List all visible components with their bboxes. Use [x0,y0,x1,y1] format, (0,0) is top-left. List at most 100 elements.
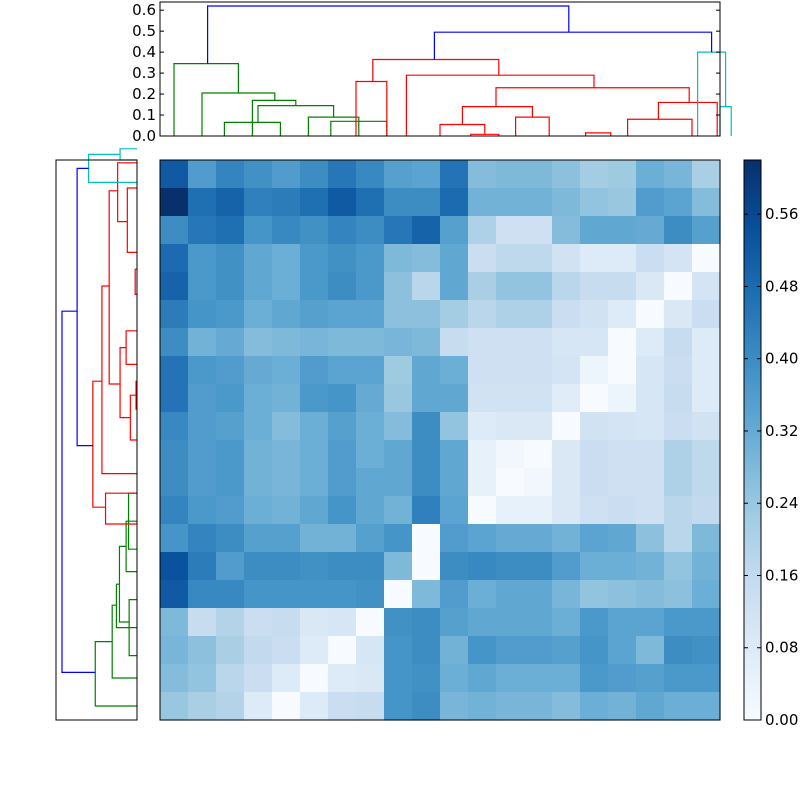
heatmap-cell [272,272,301,301]
heatmap-cell [692,580,721,609]
heatmap-cell [636,664,665,693]
heatmap-cell [188,608,217,637]
heatmap-cell [440,160,469,189]
heatmap-cell [188,412,217,441]
heatmap-cell [412,664,441,693]
heatmap-cell [244,608,273,637]
heatmap-cell [440,580,469,609]
heatmap-cell [412,188,441,217]
heatmap-cell [272,636,301,665]
heatmap-cell [580,244,609,273]
heatmap-cell [468,384,497,413]
heatmap-cell [608,580,637,609]
heatmap-cell [636,580,665,609]
heatmap-cell [580,468,609,497]
heatmap-cell [496,216,525,245]
heatmap-cell [356,496,385,525]
heatmap-cell [496,664,525,693]
heatmap-cell [636,412,665,441]
heatmap-cell [468,300,497,329]
heatmap-cell [468,552,497,581]
heatmap-cell [412,272,441,301]
heatmap-cell [300,636,329,665]
top-dendrogram-link [584,132,612,136]
top-dendrogram-link [461,106,534,125]
heatmap-cell [440,496,469,525]
heatmap-cell [664,496,693,525]
heatmap-cell [636,272,665,301]
heatmap-cell [468,468,497,497]
heatmap-cell [636,300,665,329]
heatmap-cell [692,216,721,245]
heatmap-cell [272,440,301,469]
heatmap-cell [216,244,245,273]
heatmap-cell [496,188,525,217]
heatmap-cell [664,440,693,469]
heatmap-cell [244,440,273,469]
left-dendrogram-link [108,190,121,385]
heatmap-cell [356,328,385,357]
heatmap-cell [636,356,665,385]
heatmap-cell [300,496,329,525]
heatmap-cell [216,496,245,525]
heatmap-cell [412,356,441,385]
heatmap-cell [160,272,189,301]
heatmap-cell [244,356,273,385]
heatmap-cell [496,440,525,469]
heatmap-cell [552,412,581,441]
heatmap-cell [216,188,245,217]
heatmap-cell [216,552,245,581]
top-dendrogram-link [355,80,388,136]
heatmap-cell [328,272,357,301]
heatmap-cell [412,328,441,357]
heatmap-cell [412,580,441,609]
heatmap-cell [608,524,637,553]
heatmap-cell [244,412,273,441]
top-dendrogram-link [372,58,500,82]
heatmap-cell [412,244,441,273]
heatmap-cell [328,412,357,441]
y-tick-label: 0.6 [132,1,156,19]
heatmap-cell [692,188,721,217]
heatmap-cell [496,384,525,413]
heatmap-cell [384,608,413,637]
colorbar-tick-label: 0.08 [765,639,798,657]
heatmap-cell [636,216,665,245]
heatmap-cell [300,468,329,497]
heatmap-cell [412,496,441,525]
heatmap-cell [636,636,665,665]
heatmap-cell [608,356,637,385]
heatmap-cell [328,580,357,609]
heatmap-cell [552,356,581,385]
heatmap-cell [636,160,665,189]
heatmap-cell [328,440,357,469]
heatmap-cell [328,608,357,637]
heatmap-cell [384,580,413,609]
heatmap-cell [384,272,413,301]
heatmap-cell [356,440,385,469]
heatmap-cell [636,328,665,357]
heatmap-cell [300,244,329,273]
heatmap-cell [216,636,245,665]
heatmap-cell [524,608,553,637]
heatmap-cell [188,328,217,357]
heatmap-cell [692,524,721,553]
heatmap-cell [412,412,441,441]
heatmap-cell [552,692,581,721]
heatmap-cell [272,524,301,553]
heatmap-cell [160,328,189,357]
heatmap-cell [692,440,721,469]
heatmap-cell [244,552,273,581]
top-dendrogram-link [405,74,595,136]
heatmap-cell [272,664,301,693]
colorbar-tick-label: 0.24 [765,494,798,512]
heatmap-cell [356,664,385,693]
heatmap-cell [524,188,553,217]
heatmap-cell [664,160,693,189]
heatmap-cell [216,272,245,301]
heatmap-cell [468,664,497,693]
heatmap-cell [496,636,525,665]
heatmap-cell [328,468,357,497]
heatmap-cell [160,384,189,413]
heatmap-cell [244,244,273,273]
